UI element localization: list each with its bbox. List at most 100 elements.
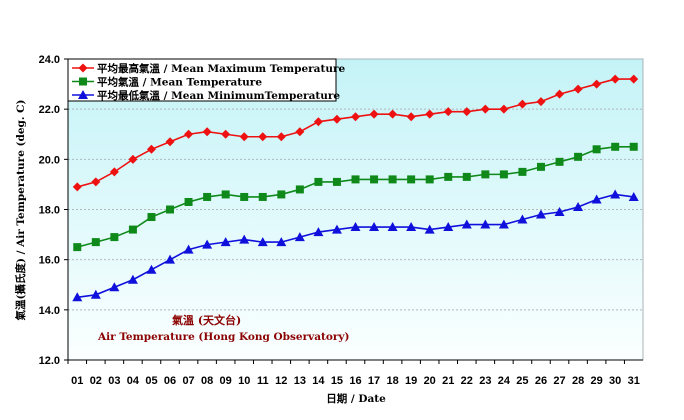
data-point: [610, 189, 621, 199]
x-tick-label: 28: [572, 375, 584, 387]
x-tick-label: 09: [220, 375, 232, 387]
data-point: [146, 264, 157, 274]
y-tick-label: 24.0: [39, 54, 60, 66]
data-point: [610, 74, 620, 84]
y-axis-title: 氣溫(攝氏度) / Air Temperature (deg. C): [14, 100, 27, 321]
x-tick-label: 21: [442, 375, 454, 387]
data-point: [165, 254, 176, 264]
data-point: [592, 145, 601, 154]
data-point: [536, 97, 546, 107]
data-point: [110, 233, 119, 242]
x-tick-label: 12: [275, 375, 287, 387]
data-point: [536, 162, 545, 171]
data-point: [313, 117, 323, 127]
data-point: [146, 144, 156, 154]
data-point: [555, 157, 564, 166]
data-point: [517, 214, 528, 224]
legend-label: 平均氣溫 / Mean Temperature: [97, 76, 262, 89]
data-point: [443, 107, 453, 117]
data-point: [331, 224, 342, 234]
x-tick-label: 17: [368, 375, 380, 387]
x-tick-label: 11: [257, 375, 269, 387]
x-tick-label: 13: [294, 375, 306, 387]
data-point: [127, 274, 138, 284]
data-point: [72, 292, 83, 302]
data-point: [240, 192, 249, 201]
data-point: [239, 132, 249, 142]
data-point: [109, 167, 119, 177]
annotation-en: Air Temperature (Hong Kong Observatory): [97, 331, 349, 343]
x-tick-label: 26: [535, 375, 547, 387]
plot-area: [67, 58, 644, 361]
x-tick-label: 14: [312, 375, 325, 387]
data-point: [425, 175, 434, 184]
y-tick-label: 16.0: [39, 255, 60, 267]
data-point: [221, 129, 231, 139]
x-tick-label: 05: [145, 375, 157, 387]
data-point: [425, 109, 435, 119]
x-tick-label: 22: [461, 375, 473, 387]
data-point: [332, 114, 342, 124]
data-point: [443, 222, 454, 232]
data-point: [629, 74, 639, 84]
data-point: [499, 104, 509, 114]
data-point: [184, 197, 193, 206]
data-point: [184, 129, 194, 139]
data-point: [407, 175, 416, 184]
data-point: [350, 222, 361, 232]
data-point: [480, 219, 491, 229]
y-tick-label: 14.0: [39, 305, 60, 317]
data-point: [257, 237, 268, 247]
data-point: [277, 190, 286, 199]
x-tick-label: 19: [405, 375, 417, 387]
data-point: [91, 177, 101, 187]
x-tick-label: 20: [424, 375, 436, 387]
x-axis-title: 日期 / Date: [326, 392, 386, 405]
data-point: [90, 289, 101, 299]
series-square: [73, 142, 638, 252]
data-point: [424, 224, 435, 234]
data-point: [276, 237, 287, 247]
data-point: [91, 238, 100, 247]
y-tick-label: 22.0: [39, 104, 60, 116]
data-point: [462, 172, 471, 181]
data-point: [351, 112, 360, 122]
data-point: [480, 104, 490, 114]
y-tick-label: 18.0: [39, 205, 60, 217]
x-tick-label: 25: [516, 375, 528, 387]
legend-marker-icon: [79, 77, 87, 86]
data-point: [554, 207, 565, 217]
data-point: [202, 127, 212, 137]
legend-item: 平均最高氣溫 / Mean Maximum Temperature: [72, 62, 345, 75]
data-point: [517, 99, 527, 109]
x-tick-label: 24: [498, 375, 511, 387]
data-point: [72, 182, 82, 192]
x-tick-label: 03: [108, 375, 120, 387]
data-point: [183, 244, 194, 254]
x-tick-label: 02: [90, 375, 102, 387]
x-tick-label: 30: [609, 375, 621, 387]
data-point: [109, 282, 120, 292]
x-tick-label: 10: [238, 375, 250, 387]
data-point: [573, 84, 583, 94]
data-point: [332, 177, 341, 186]
x-tick-label: 15: [331, 375, 343, 387]
x-tick-label: 27: [553, 375, 565, 387]
x-tick-label: 23: [479, 375, 491, 387]
data-point: [128, 225, 137, 234]
legend-label: 平均最高氣溫 / Mean Maximum Temperature: [97, 62, 345, 75]
data-point: [295, 127, 305, 137]
data-point: [276, 132, 286, 142]
data-point: [166, 205, 175, 214]
x-tick-label: 01: [71, 375, 83, 387]
data-point: [294, 232, 305, 242]
data-point: [498, 219, 509, 229]
data-point: [518, 167, 527, 176]
data-point: [258, 132, 268, 142]
data-point: [165, 137, 175, 147]
data-point: [314, 177, 323, 186]
data-point: [220, 237, 231, 247]
x-tick-label: 04: [127, 375, 140, 387]
data-point: [555, 89, 565, 99]
data-point: [351, 175, 360, 184]
